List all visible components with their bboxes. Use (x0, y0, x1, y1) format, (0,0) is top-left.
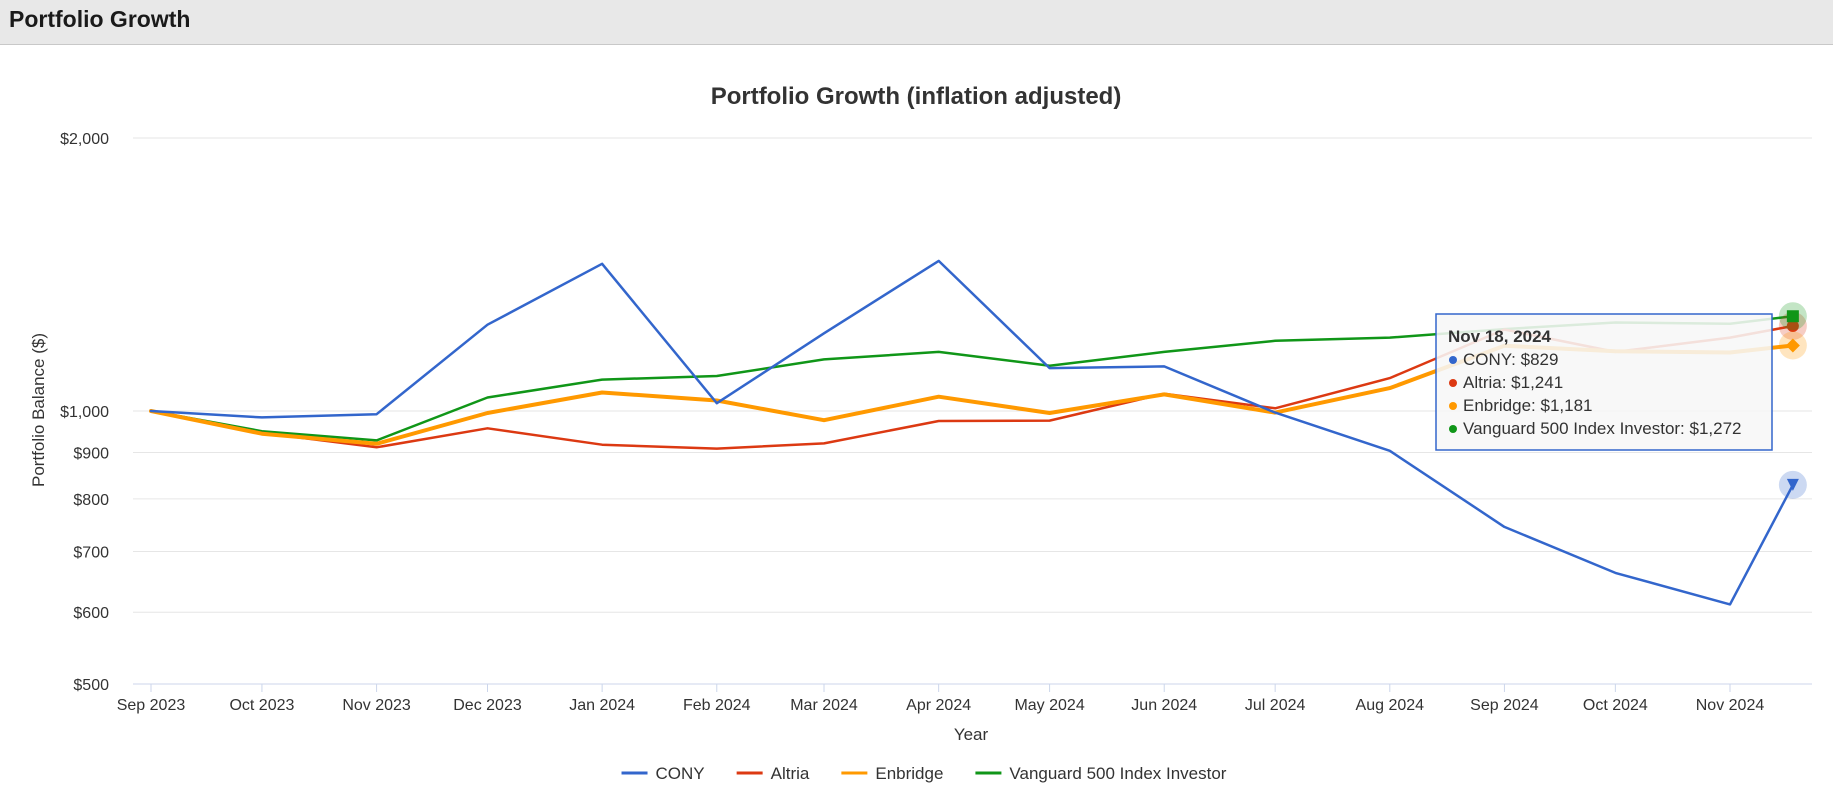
chart-title: Portfolio Growth (inflation adjusted) (711, 83, 1122, 110)
series-marker-enbridge[interactable] (1785, 338, 1800, 353)
x-tick-label: Nov 2024 (1696, 697, 1765, 714)
x-tick-label: Feb 2024 (683, 697, 751, 714)
tooltip-series-dot (1449, 425, 1457, 433)
y-tick-label: $600 (73, 605, 109, 622)
x-axis-label: Year (954, 725, 989, 744)
series-marker-cony[interactable] (1786, 478, 1799, 491)
x-tick-label: May 2024 (1014, 697, 1084, 714)
tooltip-series-dot (1449, 356, 1457, 364)
tooltip-row: Enbridge: $1,181 (1463, 396, 1593, 415)
y-axis-label: Portfolio Balance ($) (29, 333, 48, 487)
legend-label-enbridge[interactable]: Enbridge (875, 764, 943, 783)
x-tick-label: Sep 2024 (1470, 697, 1539, 714)
x-tick-label: Oct 2024 (1583, 697, 1648, 714)
legend-label-vanguard-500-index-investor[interactable]: Vanguard 500 Index Investor (1009, 764, 1226, 783)
portfolio-growth-chart: Portfolio Growth (inflation adjusted) $5… (29, 83, 1812, 783)
y-tick-label: $500 (73, 677, 109, 694)
chart-legend[interactable]: CONY Altria Enbridge Vanguard 500 Index Inv… (621, 764, 1227, 783)
hover-tooltip: Nov 18, 2024 CONY: $829 Altria: $1,241 Enbr… (1435, 313, 1773, 451)
x-tick-label: Apr 2024 (906, 697, 971, 714)
x-tick-label: Jan 2024 (569, 697, 635, 714)
legend-label-cony[interactable]: CONY (656, 764, 705, 783)
series-line-cony[interactable] (149, 259, 1795, 606)
y-tick-label: $2,000 (60, 131, 109, 148)
tooltip-date: Nov 18, 2024 (1448, 327, 1552, 346)
y-tick-label: $700 (73, 544, 109, 561)
x-tick-label: Dec 2023 (453, 697, 522, 714)
x-tick-label: Mar 2024 (790, 697, 858, 714)
y-tick-label: $900 (73, 445, 109, 462)
panel-title: Portfolio Growth (9, 6, 191, 32)
tooltip-row: Vanguard 500 Index Investor: $1,272 (1463, 419, 1742, 438)
x-tick-label: Jun 2024 (1131, 697, 1197, 714)
x-tick-label: Nov 2023 (342, 697, 411, 714)
panel-header: Portfolio Growth (0, 0, 1833, 45)
series-marker-altria[interactable] (1786, 319, 1799, 332)
x-tick-label: Aug 2024 (1356, 697, 1425, 714)
series-marker-vanguard-500-index-investor[interactable] (1786, 310, 1799, 323)
x-tick-label: Sep 2023 (117, 697, 186, 714)
legend-label-altria[interactable]: Altria (771, 764, 810, 783)
x-tick-label: Oct 2023 (229, 697, 294, 714)
x-tick-label: Jul 2024 (1245, 697, 1306, 714)
y-tick-label: $800 (73, 492, 109, 509)
tooltip-series-dot (1449, 402, 1457, 410)
tooltip-row: Altria: $1,241 (1463, 373, 1563, 392)
tooltip-series-dot (1449, 379, 1457, 387)
y-tick-label: $1,000 (60, 404, 109, 421)
tooltip-box (1435, 313, 1773, 451)
tooltip-row: CONY: $829 (1463, 350, 1558, 369)
